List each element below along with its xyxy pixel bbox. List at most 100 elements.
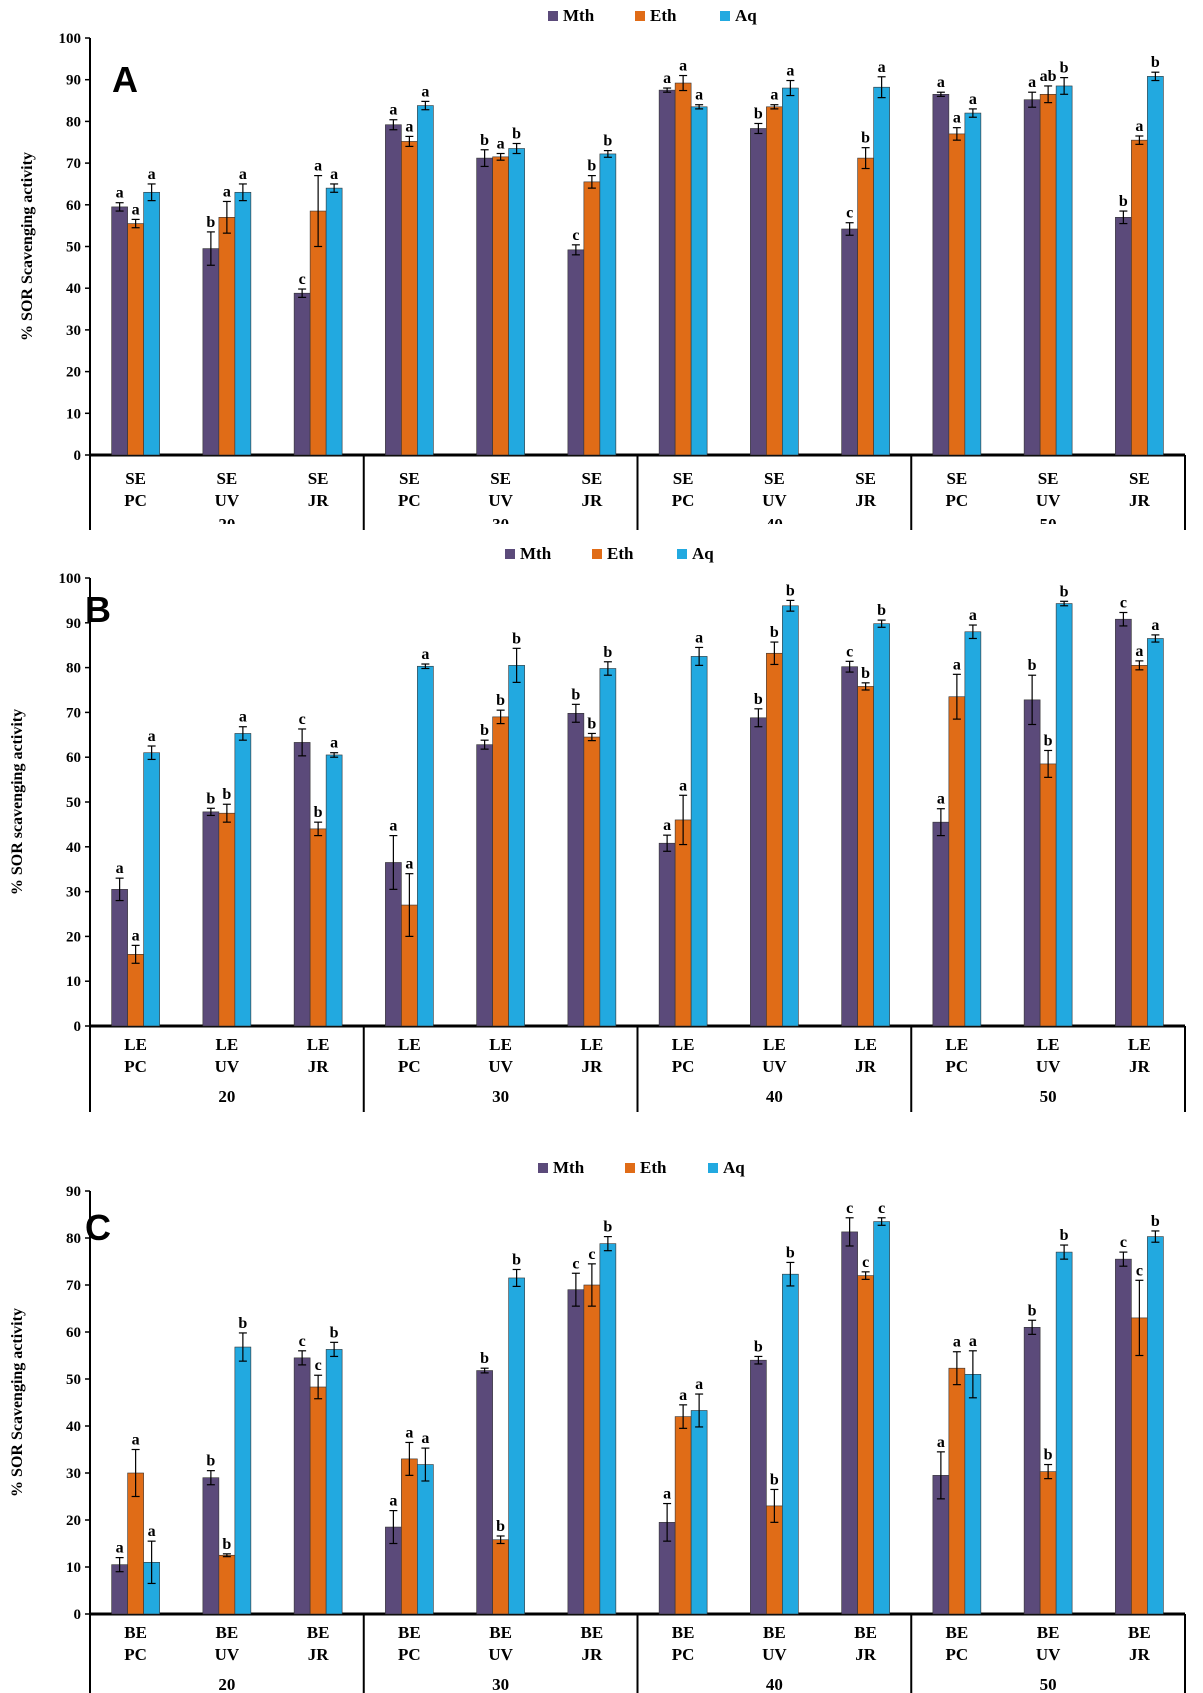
significance-label: a	[132, 201, 140, 218]
significance-label: a	[969, 607, 977, 624]
y-tick-label: 10	[66, 406, 81, 422]
bar-aq	[599, 153, 617, 456]
bar-mth	[1023, 699, 1041, 1027]
bar-mth	[202, 811, 220, 1027]
category-label-line2: JR	[308, 491, 330, 510]
y-tick-label: 30	[66, 1466, 81, 1482]
bar-aq	[782, 1273, 799, 1615]
bar-eth	[1039, 93, 1057, 456]
legend-label-aq: Aq	[692, 544, 714, 563]
significance-label: a	[695, 87, 703, 104]
category-label-line1: BE	[946, 1623, 969, 1642]
bar-mth	[567, 1289, 585, 1615]
category-label-line1: LE	[763, 1035, 786, 1054]
legend-swatch-eth	[592, 549, 602, 559]
bar-mth	[1115, 618, 1132, 1027]
category-label-line2: UV	[1036, 1645, 1061, 1664]
bar-eth	[948, 696, 966, 1027]
significance-label: b	[480, 722, 489, 739]
bar-mth	[293, 1357, 311, 1615]
category-label-line1: BE	[581, 1623, 604, 1642]
bar-eth	[857, 157, 874, 456]
bar-aq	[873, 623, 890, 1027]
significance-label: a	[663, 817, 671, 834]
category-label-line2: UV	[215, 1057, 240, 1076]
significance-label: a	[132, 927, 140, 944]
category-label-line2: PC	[398, 491, 421, 510]
significance-label: b	[314, 804, 323, 821]
significance-label: a	[969, 91, 977, 108]
bar-mth	[111, 889, 128, 1027]
significance-label: b	[1028, 657, 1037, 674]
y-axis-title: % SOR Scavenging activity	[19, 152, 36, 341]
bar-eth	[127, 954, 144, 1027]
significance-label: b	[603, 1219, 612, 1236]
bar-eth	[401, 1458, 418, 1615]
category-label-line1: BE	[854, 1623, 877, 1642]
legend-swatch-aq	[708, 1163, 718, 1173]
bar-eth	[309, 1386, 327, 1615]
bar-eth	[674, 819, 692, 1027]
bar-eth	[492, 716, 509, 1027]
category-label-line1: SE	[673, 469, 694, 488]
category-label-line2: UV	[488, 1645, 513, 1664]
bar-mth	[567, 249, 585, 456]
significance-label: b	[512, 630, 521, 647]
significance-label: b	[512, 1251, 521, 1268]
y-tick-label: 60	[66, 750, 81, 766]
significance-label: b	[496, 1518, 505, 1535]
bar-aq	[234, 1346, 252, 1615]
bar-mth	[385, 124, 402, 456]
category-label-line1: LE	[216, 1035, 239, 1054]
significance-label: b	[238, 1315, 247, 1332]
y-tick-label: 90	[66, 1184, 81, 1200]
category-label-line2: PC	[946, 491, 969, 510]
significance-label: a	[1135, 643, 1143, 660]
bar-aq	[1147, 76, 1164, 456]
bar-aq	[873, 1221, 890, 1615]
y-tick-label: 90	[66, 616, 81, 632]
bar-mth	[841, 1231, 858, 1615]
significance-label: a	[497, 136, 505, 153]
significance-label: a	[421, 1430, 429, 1447]
category-label-line1: BE	[763, 1623, 786, 1642]
bar-aq	[508, 148, 525, 456]
significance-label: a	[405, 856, 413, 873]
bar-mth	[658, 842, 676, 1027]
group-label: 50	[1040, 515, 1057, 534]
category-label-line2: JR	[308, 1057, 330, 1076]
bar-aq	[1055, 603, 1073, 1027]
significance-label: c	[862, 1254, 869, 1271]
category-label-line1: LE	[1128, 1035, 1151, 1054]
y-tick-label: 40	[66, 840, 81, 856]
panel-letter: B	[85, 589, 111, 630]
bar-aq	[325, 1349, 343, 1615]
group-label: 30	[492, 515, 509, 534]
bar-eth	[218, 1554, 236, 1615]
y-tick-label: 40	[66, 281, 81, 297]
significance-label: a	[223, 183, 231, 200]
significance-label: a	[679, 58, 687, 75]
y-tick-label: 100	[59, 31, 82, 47]
y-tick-label: 80	[66, 661, 81, 677]
category-label-line2: PC	[398, 1057, 421, 1076]
bar-aq	[1055, 1251, 1073, 1615]
category-label-line1: LE	[946, 1035, 969, 1054]
category-label-line2: UV	[215, 491, 240, 510]
significance-label: b	[786, 1244, 795, 1261]
bar-aq	[782, 87, 799, 456]
bar-aq	[234, 733, 252, 1027]
significance-label: b	[603, 644, 612, 661]
category-label-line2: UV	[762, 491, 787, 510]
group-label: 30	[492, 1675, 509, 1693]
bar-mth	[293, 292, 311, 456]
y-tick-label: 70	[66, 705, 81, 721]
category-label-line2: UV	[215, 1645, 240, 1664]
significance-label: a	[389, 818, 397, 835]
panel-letter: C	[85, 1207, 111, 1248]
significance-label: c	[572, 1255, 579, 1272]
bar-mth	[1023, 1327, 1041, 1615]
significance-label: b	[1044, 1447, 1053, 1464]
group-label: 40	[766, 1087, 783, 1106]
category-label-line2: UV	[762, 1645, 787, 1664]
